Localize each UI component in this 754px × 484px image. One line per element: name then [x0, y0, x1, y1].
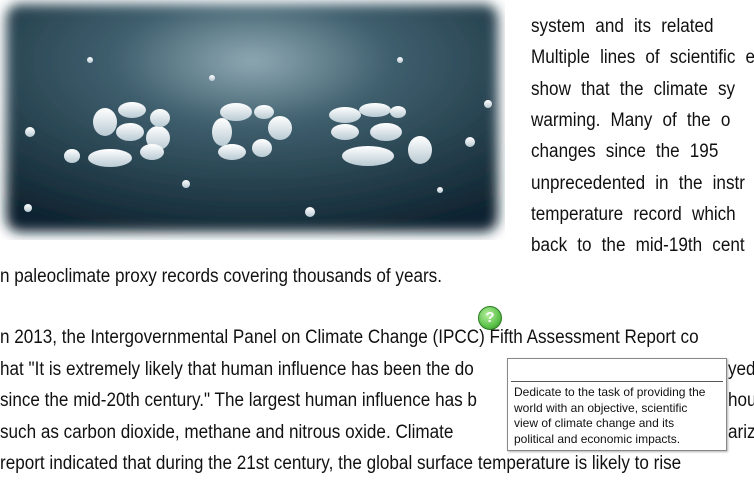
text-line: unprecedented in the instr	[531, 172, 745, 194]
text-line: back to the mid-19th cent	[531, 235, 745, 257]
text-line: n 2013, the Intergovernmental Panel on C…	[0, 327, 699, 348]
tooltip-header	[511, 359, 723, 382]
text-line: since the mid-20th century." The largest…	[0, 390, 477, 411]
text-line: show that the climate sy	[531, 78, 736, 100]
text-fragment: hou	[728, 390, 754, 411]
tooltip: Dedicate to the task of providing the wor…	[507, 358, 727, 451]
help-icon[interactable]: ?	[478, 306, 502, 330]
text-line: temperature record which	[531, 203, 736, 225]
text-fragment: arize	[728, 421, 754, 443]
text-line: system and its related	[531, 16, 714, 37]
text-line: hat "It is extremely likely that human i…	[0, 358, 474, 380]
text-line: Multiple lines of scientific e	[531, 47, 754, 69]
sos-ice-image	[6, 4, 498, 232]
text-line: warming. Many of the o	[531, 109, 731, 131]
text-line: changes since the 195	[531, 141, 719, 163]
text-line: n paleoclimate proxy records covering th…	[0, 266, 442, 287]
tooltip-line: Dedicate to the task of providing the	[514, 385, 706, 399]
text-line: report indicated that during the 21st ce…	[0, 453, 682, 474]
tooltip-line: political and economic impacts.	[514, 431, 681, 446]
tooltip-line: view of climate change and its	[514, 416, 675, 430]
tooltip-line: world with an objective, scientific	[514, 400, 688, 415]
text-line: such as carbon dioxide, methane and nitr…	[0, 421, 454, 443]
text-fragment: yed	[728, 358, 754, 380]
